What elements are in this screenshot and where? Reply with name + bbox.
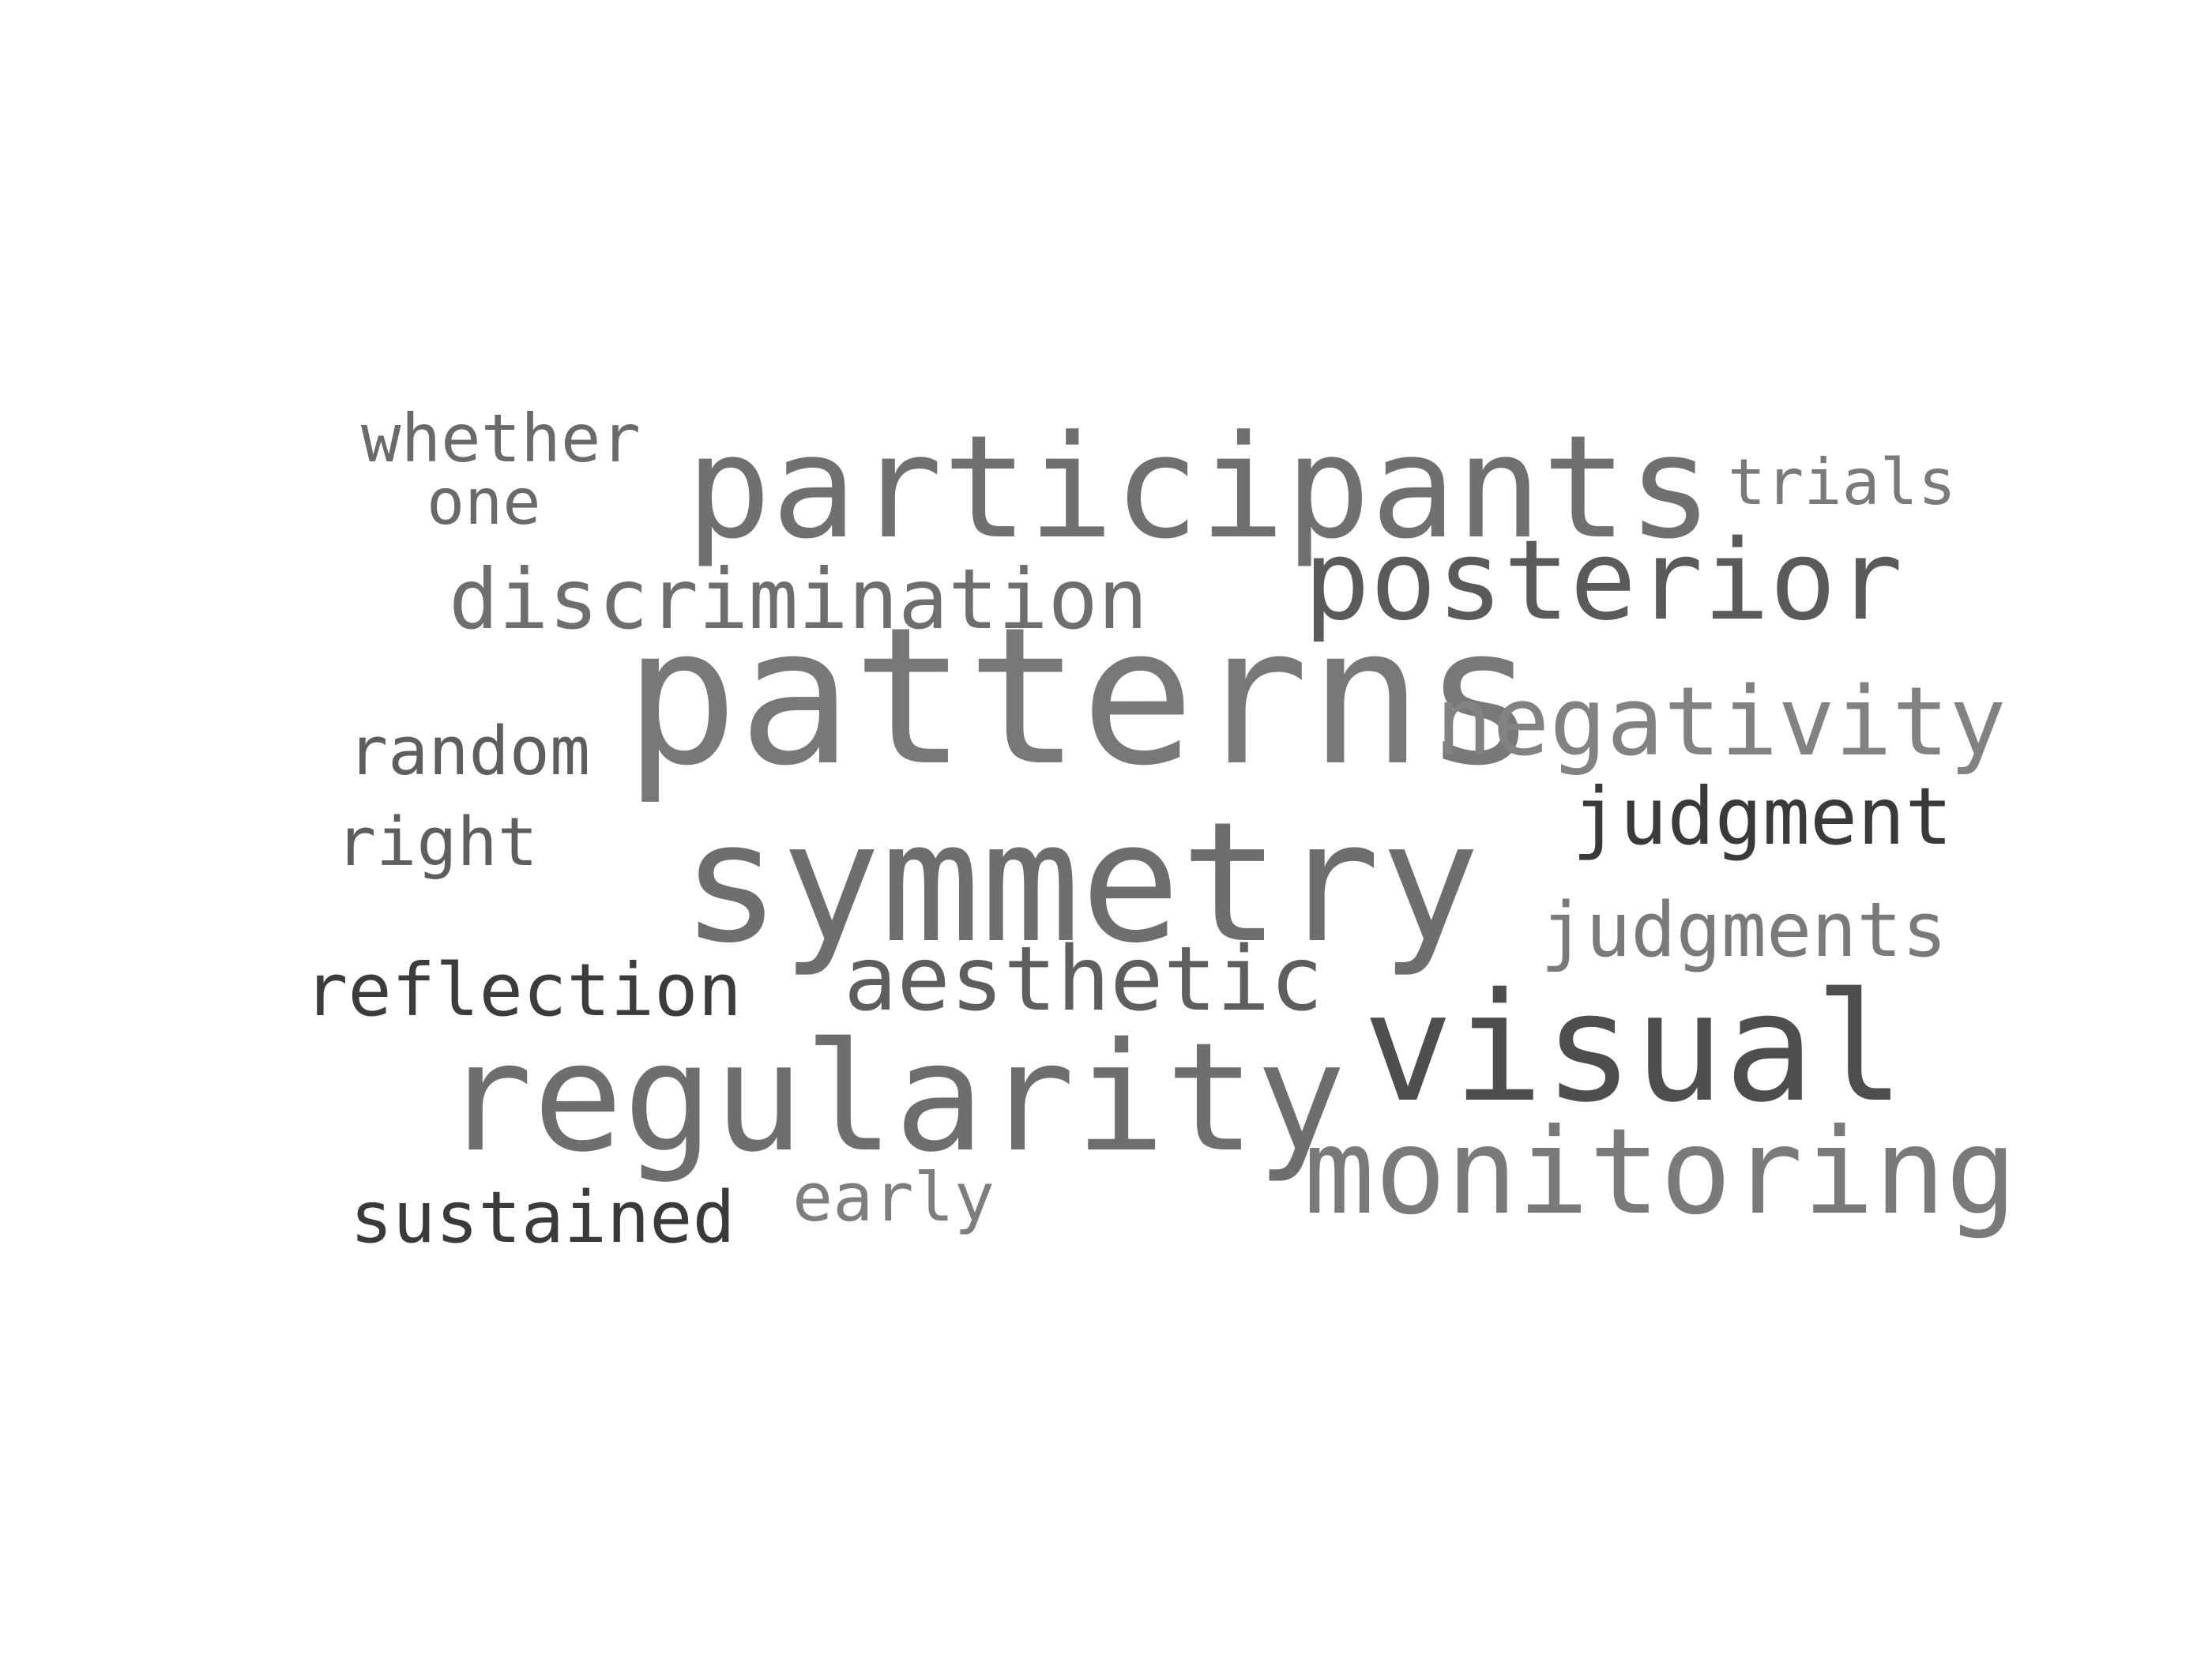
word-symmetry: symmetry	[681, 786, 1480, 980]
word-one: one	[427, 465, 541, 539]
word-regularity: regularity	[442, 1010, 1346, 1185]
word-patterns: patterns	[624, 586, 1537, 807]
word-posterior: posterior	[1304, 517, 1903, 645]
word-judgment: judgment	[1572, 770, 1953, 863]
word-reflection: reflection	[304, 948, 742, 1033]
word-trials: trials	[1728, 446, 1956, 519]
word-monitoring: monitoring	[1304, 1104, 2017, 1241]
word-visual: visual	[1363, 961, 1905, 1135]
word-discrimination: discrimination	[449, 551, 1148, 648]
word-random: random	[348, 713, 590, 791]
word-early: early	[792, 1159, 995, 1237]
word-right: right	[336, 803, 538, 882]
word-whether: whether	[361, 400, 641, 477]
word-judgments: judgments	[1540, 887, 1947, 974]
word-negativity: negativity	[1435, 668, 2006, 777]
word-sustained: sustained	[350, 1176, 735, 1259]
word-participants: participants	[686, 405, 1713, 570]
word-aesthetic: aesthetic	[844, 928, 1323, 1031]
